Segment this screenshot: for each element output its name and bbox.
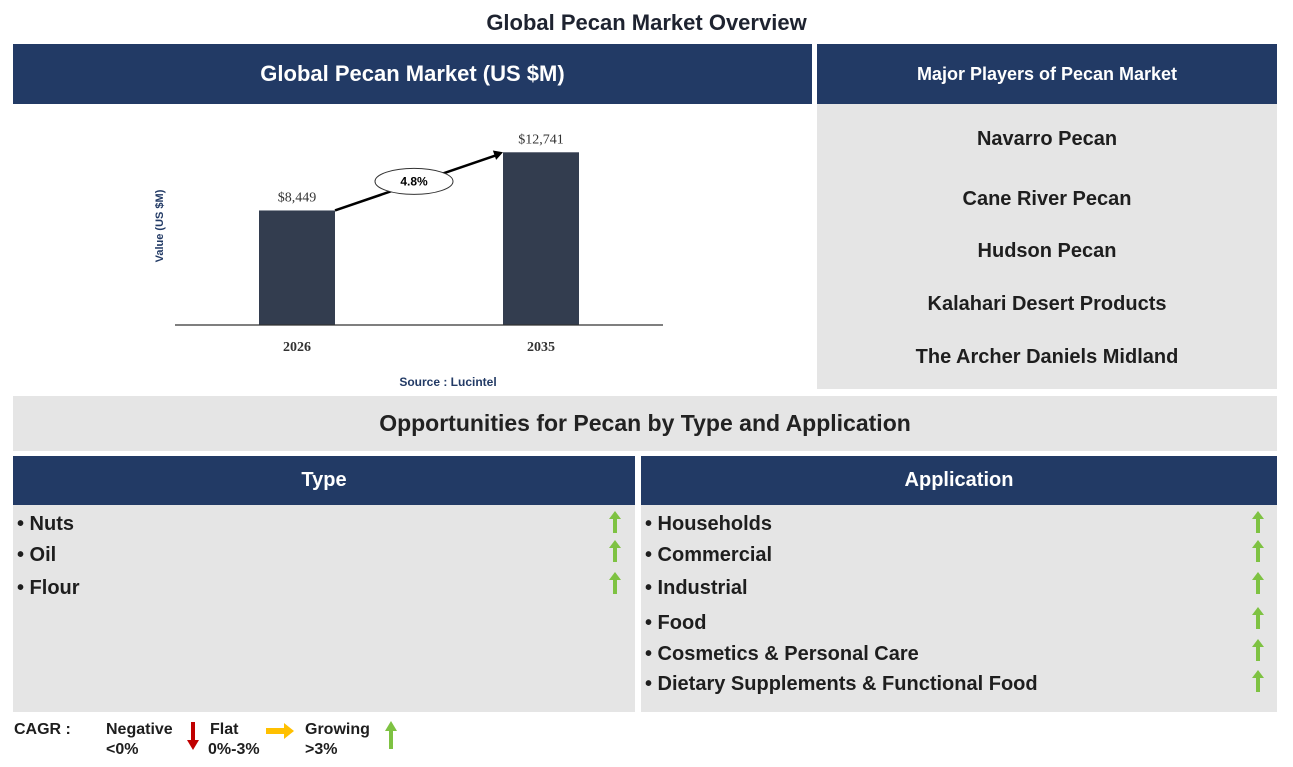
category-tick-label: 2026	[283, 340, 311, 355]
player-item: Kalahari Desert Products	[927, 293, 1167, 315]
up-arrow-icon	[1252, 639, 1264, 661]
players-panel: Navarro Pecan Cane River Pecan Hudson Pe…	[817, 104, 1277, 389]
right-arrow-icon	[266, 723, 294, 739]
growing-range: >3%	[305, 741, 338, 758]
cagr-label: CAGR :	[14, 721, 71, 738]
type-item: • Nuts	[17, 513, 75, 535]
application-panel: • Households • Commercial • Industrial •…	[641, 505, 1277, 712]
value-label: $12,741	[518, 132, 564, 147]
cagr-bubble	[374, 167, 454, 195]
negative-label: Negative	[106, 721, 173, 738]
player-item: Cane River Pecan	[962, 188, 1132, 210]
page-title: Global Pecan Market Overview	[486, 10, 807, 35]
opportunities-title: Opportunities for Pecan by Type and Appl…	[13, 396, 1277, 451]
player-item: Hudson Pecan	[977, 240, 1117, 262]
cagr-label: 4.8%	[400, 174, 428, 188]
category-tick-label: 2035	[527, 340, 555, 355]
application-item: • Commercial	[645, 544, 773, 566]
up-arrow-icon	[609, 511, 621, 533]
player-item: The Archer Daniels Midland	[915, 346, 1179, 368]
up-arrow-icon	[609, 572, 621, 594]
market-chart-area: Value (US $M) $8,449 2026 $12,741 2035 4.8%…	[13, 104, 812, 389]
type-item: • Oil	[17, 544, 57, 566]
players-header: Major Players of Pecan Market	[817, 44, 1277, 104]
up-arrow-icon	[385, 721, 397, 749]
up-arrow-icon	[1252, 572, 1264, 594]
up-arrow-icon	[1252, 511, 1264, 533]
up-arrow-icon	[1252, 670, 1264, 692]
type-item: • Flour	[17, 577, 80, 599]
bar-2035	[503, 152, 579, 325]
application-item: • Households	[645, 513, 773, 535]
application-item: • Cosmetics & Personal Care	[645, 643, 919, 665]
player-item: Navarro Pecan	[976, 128, 1118, 150]
type-panel: • Nuts • Oil • Flour	[13, 505, 635, 712]
bar-2026	[259, 210, 335, 325]
source-note: Source : Lucintel	[399, 375, 496, 389]
down-arrow-icon	[187, 722, 199, 750]
growing-label: Growing	[305, 721, 370, 738]
cagr-arrow-head	[492, 150, 503, 160]
application-item: • Food	[645, 612, 707, 634]
negative-range: <0%	[106, 741, 139, 758]
application-item: • Industrial	[645, 577, 748, 599]
flat-label: Flat	[210, 721, 239, 738]
flat-range: 0%-3%	[208, 741, 260, 758]
value-label: $8,449	[278, 190, 317, 205]
application-item: • Dietary Supplements & Functional Food	[645, 673, 1038, 695]
y-axis-label: Value (US $M)	[154, 189, 166, 262]
up-arrow-icon	[609, 540, 621, 562]
chart-header: Global Pecan Market (US $M)	[13, 44, 812, 104]
up-arrow-icon	[1252, 607, 1264, 629]
market-bar-chart: Value (US $M) $8,449 2026 $12,741 2035 4.8%…	[154, 132, 663, 389]
application-header: Application	[641, 456, 1277, 505]
up-arrow-icon	[1252, 540, 1264, 562]
type-header: Type	[13, 456, 635, 505]
